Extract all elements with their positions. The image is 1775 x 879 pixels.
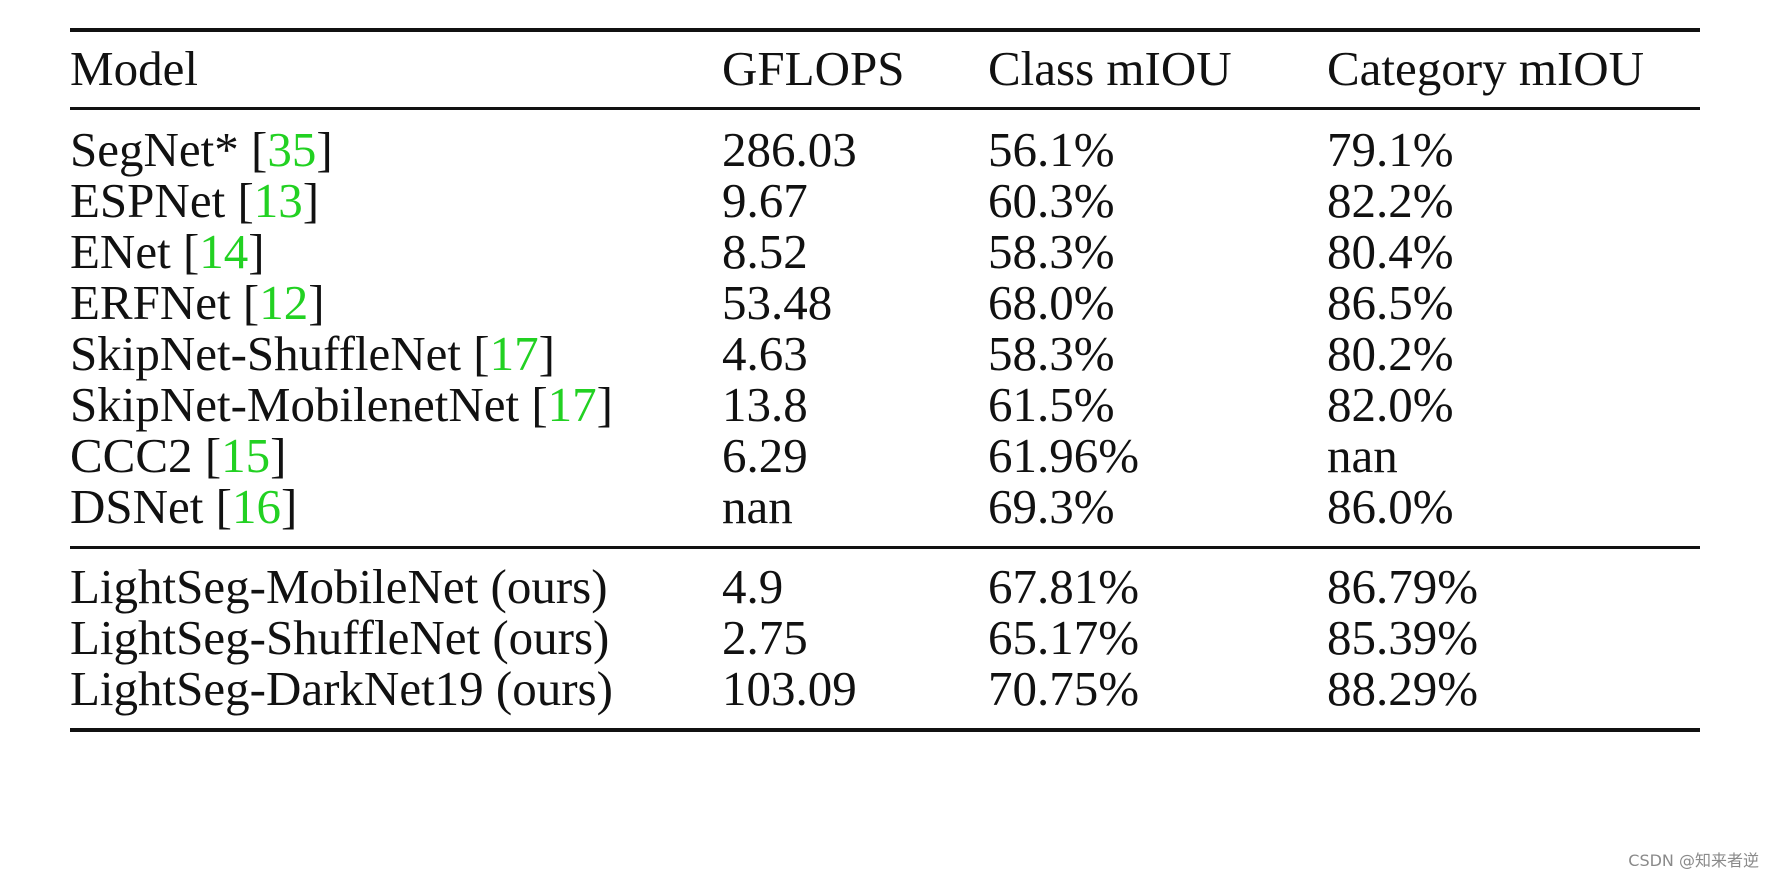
row-class-miou: 65.17% bbox=[988, 610, 1140, 665]
row-category-miou: 85.39% bbox=[1327, 610, 1479, 665]
table-row: LightSeg-ShuffleNet (ours) 2.75 65.17% 8… bbox=[70, 609, 1700, 667]
header-class-miou: Class mIOU bbox=[988, 41, 1232, 96]
row-class-miou: 58.3% bbox=[988, 326, 1115, 381]
reference-link[interactable]: 14 bbox=[199, 224, 249, 279]
row-gflops: 9.67 bbox=[722, 173, 808, 228]
row-gflops: 4.63 bbox=[722, 326, 808, 381]
row-category-miou: 88.29% bbox=[1327, 661, 1479, 716]
row-class-miou: 61.96% bbox=[988, 428, 1140, 483]
row-class-miou: 68.0% bbox=[988, 275, 1115, 330]
row-gflops: 4.9 bbox=[722, 559, 784, 614]
table-top-rule bbox=[70, 28, 1700, 32]
table-row: CCC2 [15] 6.29 61.96% nan bbox=[70, 427, 1700, 485]
table-row: DSNet [16] nan 69.3% 86.0% bbox=[70, 478, 1700, 536]
row-gflops: 53.48 bbox=[722, 275, 833, 330]
header-gflops: GFLOPS bbox=[722, 41, 905, 96]
header-model: Model bbox=[70, 41, 198, 96]
row-model: LightSeg-DarkNet19 (ours) bbox=[70, 661, 613, 716]
table-section-rule bbox=[70, 546, 1700, 549]
row-category-miou: 86.79% bbox=[1327, 559, 1479, 614]
row-class-miou: 56.1% bbox=[988, 122, 1115, 177]
row-class-miou: 67.81% bbox=[988, 559, 1140, 614]
row-category-miou: 80.4% bbox=[1327, 224, 1454, 279]
row-category-miou: 80.2% bbox=[1327, 326, 1454, 381]
row-category-miou: 79.1% bbox=[1327, 122, 1454, 177]
model-name: CCC2 bbox=[70, 428, 193, 483]
model-name: ESPNet bbox=[70, 173, 226, 228]
row-model: SegNet* [35] bbox=[70, 122, 333, 177]
table-row: ENet [14] 8.52 58.3% 80.4% bbox=[70, 223, 1700, 281]
row-model: LightSeg-MobileNet (ours) bbox=[70, 559, 608, 614]
header-category-miou: Category mIOU bbox=[1327, 41, 1645, 96]
table-header-rule bbox=[70, 107, 1700, 110]
reference-link[interactable]: 17 bbox=[489, 326, 539, 381]
row-class-miou: 60.3% bbox=[988, 173, 1115, 228]
row-gflops: nan bbox=[722, 479, 793, 534]
reference-link[interactable]: 12 bbox=[259, 275, 309, 330]
table-header-row: Model GFLOPS Class mIOU Category mIOU bbox=[70, 40, 1700, 98]
row-model: DSNet [16] bbox=[70, 479, 298, 534]
reference-link[interactable]: 17 bbox=[547, 377, 597, 432]
table-row: LightSeg-DarkNet19 (ours) 103.09 70.75% … bbox=[70, 660, 1700, 718]
model-name: ERFNet bbox=[70, 275, 231, 330]
table-row: SkipNet-MobilenetNet [17] 13.8 61.5% 82.… bbox=[70, 376, 1700, 434]
row-model: ENet [14] bbox=[70, 224, 265, 279]
table-row: SkipNet-ShuffleNet [17] 4.63 58.3% 80.2% bbox=[70, 325, 1700, 383]
reference-link[interactable]: 16 bbox=[231, 479, 281, 534]
model-name: ENet bbox=[70, 224, 171, 279]
row-model: SkipNet-ShuffleNet [17] bbox=[70, 326, 555, 381]
table-row: SegNet* [35] 286.03 56.1% 79.1% bbox=[70, 121, 1700, 179]
model-name: DSNet bbox=[70, 479, 204, 534]
reference-link[interactable]: 15 bbox=[221, 428, 271, 483]
row-gflops: 286.03 bbox=[722, 122, 857, 177]
table-row: LightSeg-MobileNet (ours) 4.9 67.81% 86.… bbox=[70, 558, 1700, 616]
table-bottom-rule bbox=[70, 728, 1700, 732]
row-class-miou: 58.3% bbox=[988, 224, 1115, 279]
row-category-miou: nan bbox=[1327, 428, 1398, 483]
row-model: LightSeg-ShuffleNet (ours) bbox=[70, 610, 610, 665]
row-gflops: 2.75 bbox=[722, 610, 808, 665]
row-gflops: 103.09 bbox=[722, 661, 857, 716]
table-row: ERFNet [12] 53.48 68.0% 86.5% bbox=[70, 274, 1700, 332]
row-class-miou: 61.5% bbox=[988, 377, 1115, 432]
table-row: ESPNet [13] 9.67 60.3% 82.2% bbox=[70, 172, 1700, 230]
model-name: SkipNet-MobilenetNet bbox=[70, 377, 520, 432]
reference-link[interactable]: 13 bbox=[253, 173, 303, 228]
row-category-miou: 82.2% bbox=[1327, 173, 1454, 228]
watermark-text: CSDN @知来者逆 bbox=[1628, 851, 1759, 870]
model-name: SegNet* bbox=[70, 122, 239, 177]
row-model: CCC2 [15] bbox=[70, 428, 287, 483]
row-model: ESPNet [13] bbox=[70, 173, 320, 228]
row-gflops: 8.52 bbox=[722, 224, 808, 279]
row-class-miou: 70.75% bbox=[988, 661, 1140, 716]
row-model: ERFNet [12] bbox=[70, 275, 325, 330]
reference-link[interactable]: 35 bbox=[267, 122, 317, 177]
row-class-miou: 69.3% bbox=[988, 479, 1115, 534]
row-category-miou: 86.5% bbox=[1327, 275, 1454, 330]
row-category-miou: 86.0% bbox=[1327, 479, 1454, 534]
row-gflops: 6.29 bbox=[722, 428, 808, 483]
row-category-miou: 82.0% bbox=[1327, 377, 1454, 432]
row-gflops: 13.8 bbox=[722, 377, 808, 432]
model-name: SkipNet-ShuffleNet bbox=[70, 326, 462, 381]
row-model: SkipNet-MobilenetNet [17] bbox=[70, 377, 613, 432]
